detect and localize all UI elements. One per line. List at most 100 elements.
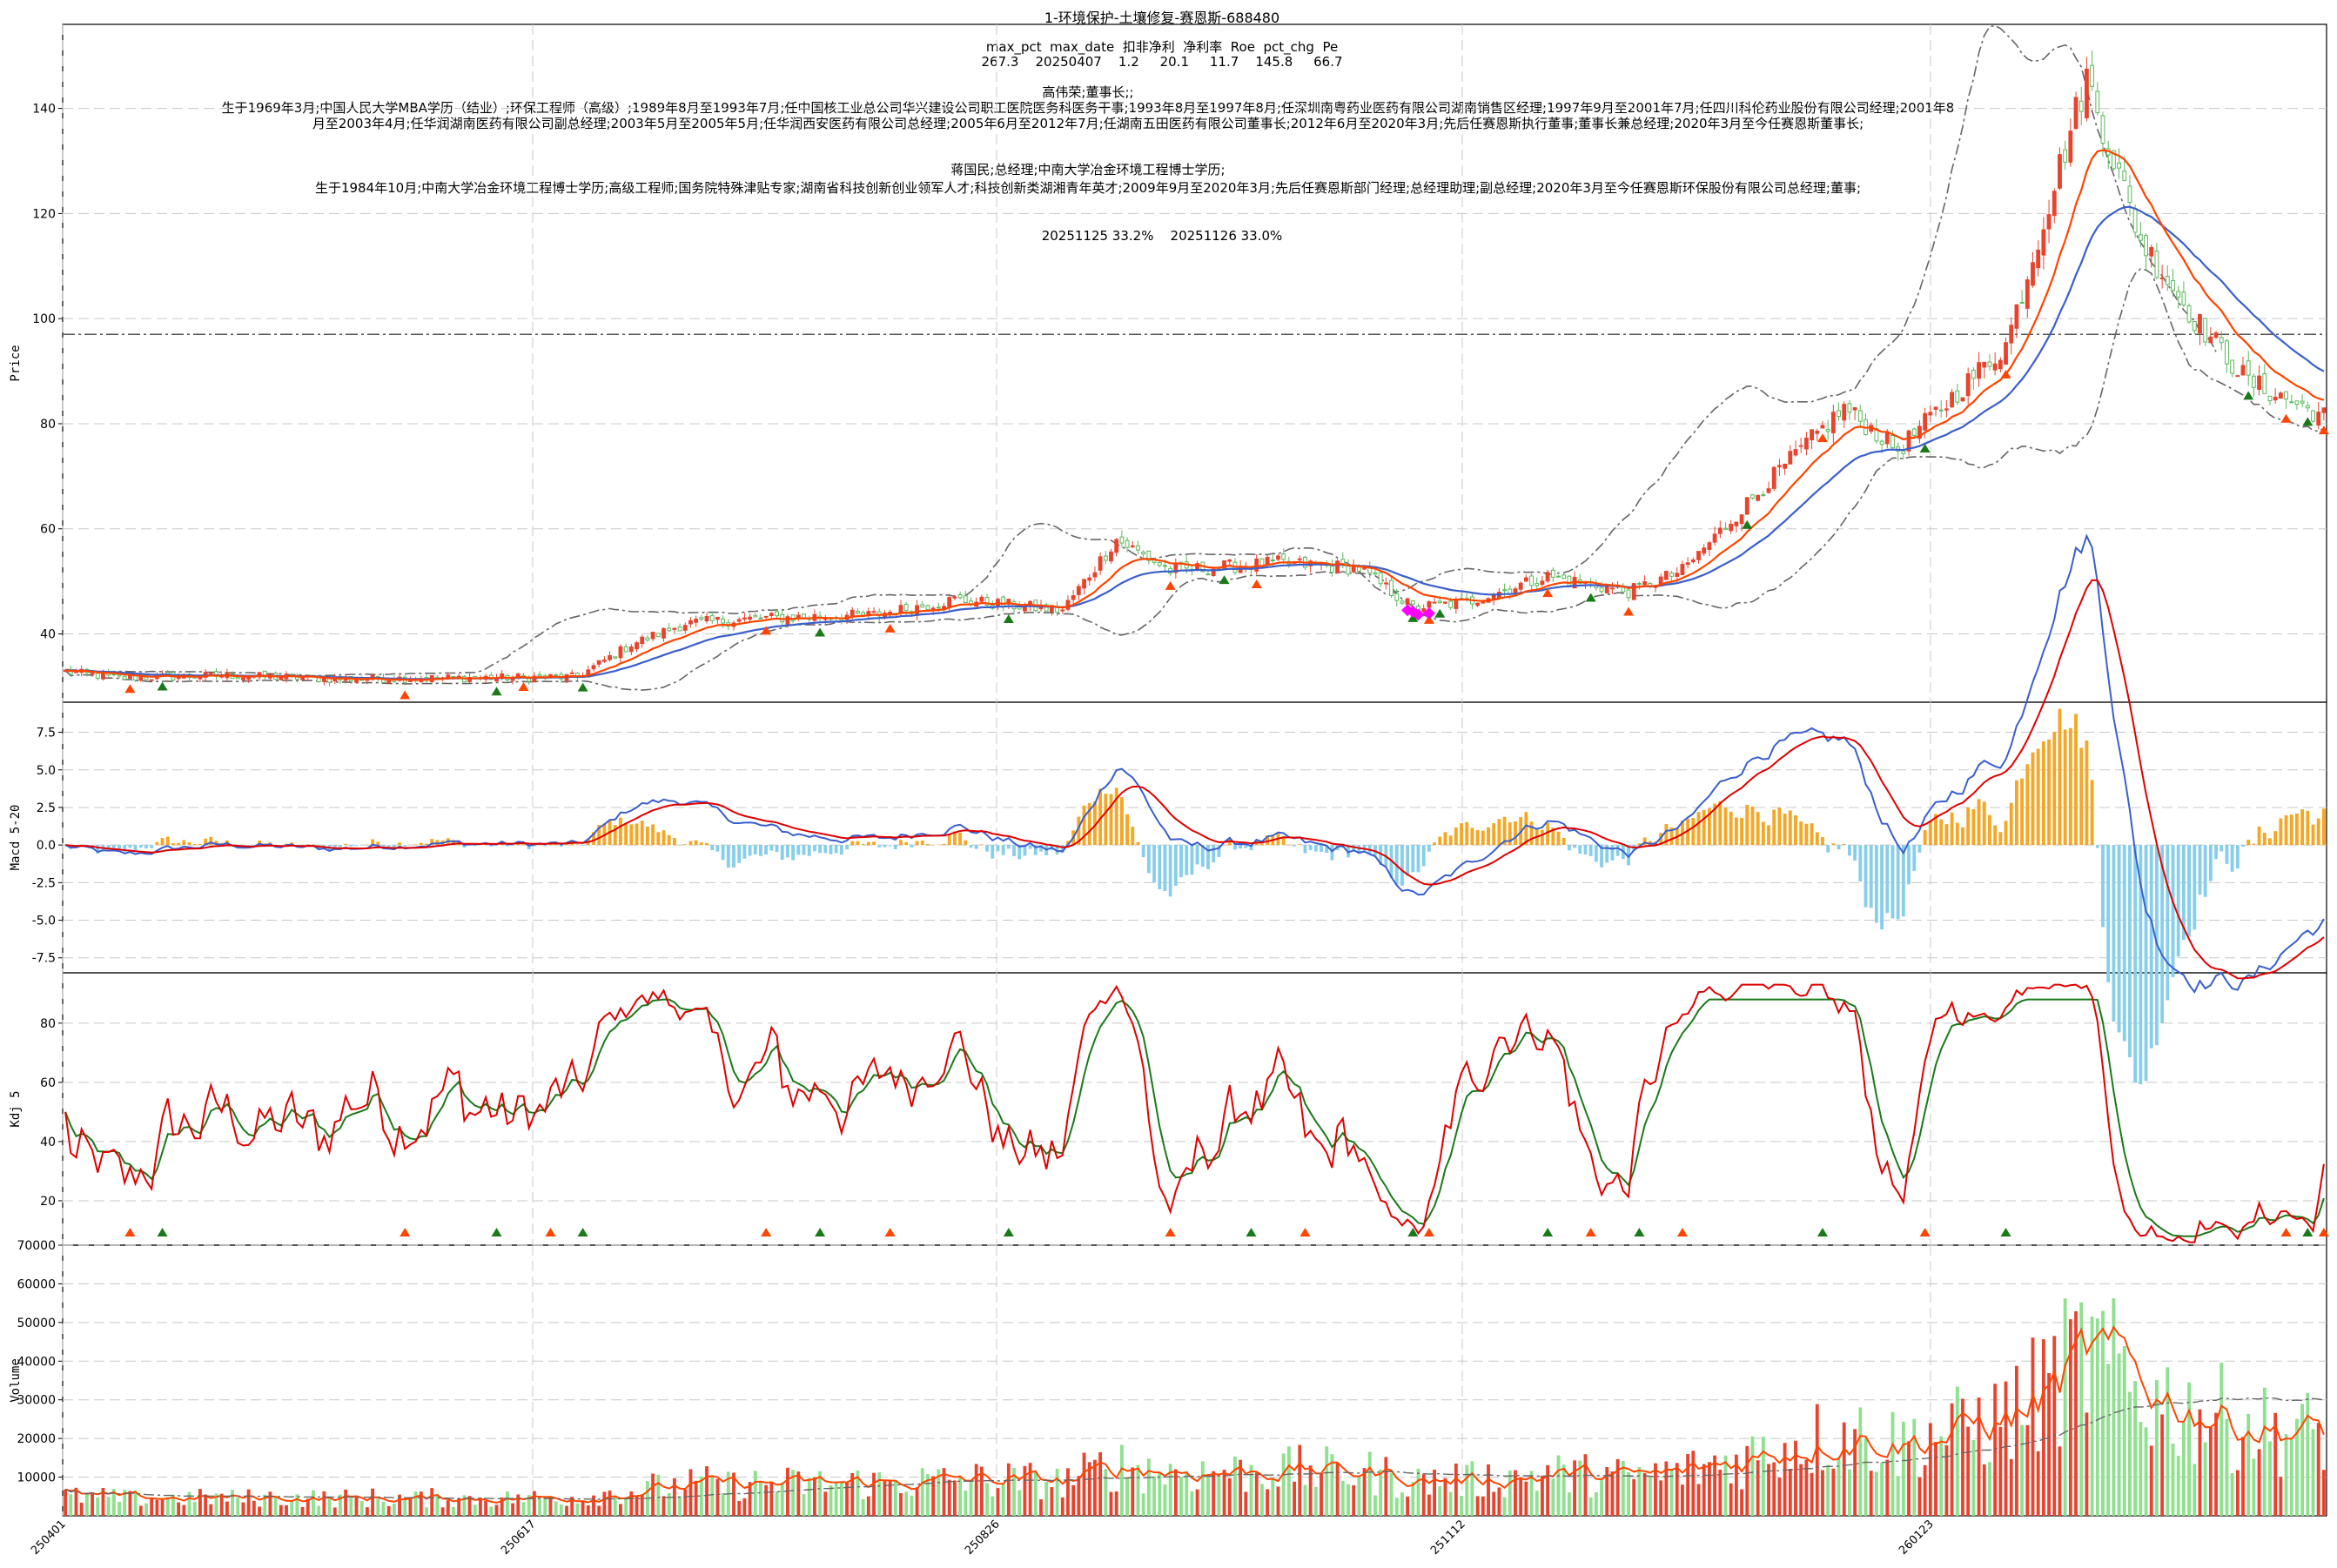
candle-body — [1076, 586, 1081, 595]
volume-bar — [1508, 1471, 1512, 1516]
macd-histogram-bar — [1896, 845, 1900, 920]
macd-histogram-bar — [1119, 797, 1124, 846]
volume-bar — [554, 1501, 558, 1516]
candle-body — [1400, 600, 1405, 604]
volume-bar — [1071, 1484, 1076, 1516]
signal-marker — [1219, 575, 1230, 585]
volume-bar — [2155, 1380, 2159, 1516]
macd-histogram-bar — [505, 845, 509, 847]
macd-histogram-bar — [2289, 814, 2293, 846]
volume-bar — [1600, 1480, 1603, 1516]
candle-body — [2058, 154, 2062, 189]
macd-histogram-bar — [160, 838, 165, 846]
macd-histogram-bar — [635, 823, 639, 846]
macd-histogram-bar — [1281, 836, 1286, 846]
macd-histogram-bar — [425, 843, 428, 846]
macd-histogram-bar — [2031, 752, 2035, 846]
macd-histogram-bar — [780, 845, 784, 861]
volume-bar — [904, 1491, 909, 1516]
macd-histogram-bar — [996, 845, 1000, 852]
volume-bar — [317, 1505, 321, 1516]
candle-body — [1276, 555, 1280, 560]
candle-body — [2171, 280, 2175, 291]
kdj-signal-marker — [400, 1228, 411, 1236]
volume-bar — [273, 1497, 278, 1516]
volume-bar — [1033, 1470, 1038, 1516]
macd-histogram-bar — [258, 841, 261, 846]
person-1-bio: 生于1969年3月;中国人民大学MBA学历（结业）;环保工程师（高级）;1989… — [221, 100, 1955, 131]
candle-body — [2132, 208, 2138, 233]
volume-bar — [861, 1498, 865, 1516]
volume-bar — [2063, 1298, 2067, 1516]
candle-body — [2084, 68, 2089, 118]
kdj-signal-marker — [2302, 1228, 2313, 1236]
chart-title: 1-环境保护-土壤修复-赛恩斯-688480 — [1044, 10, 1280, 26]
candle-body — [655, 633, 661, 638]
volume-bar — [1114, 1491, 1118, 1516]
macd-histogram-bar — [688, 841, 693, 846]
volume-bar — [457, 1498, 461, 1516]
candle-body — [1437, 600, 1442, 604]
volume-bar — [1470, 1461, 1474, 1516]
macd-histogram-bar — [1352, 845, 1356, 852]
candle-body — [2289, 401, 2294, 404]
candle-body — [1087, 577, 1092, 581]
volume-bar — [1266, 1489, 1270, 1516]
volume-bar — [1934, 1442, 1937, 1516]
candle-body — [2046, 214, 2052, 230]
volume-bar — [812, 1477, 816, 1516]
volume-bar — [106, 1497, 111, 1516]
macd-histogram-bar — [1955, 822, 1959, 846]
volume-bar — [2262, 1387, 2266, 1516]
candle-body — [613, 656, 618, 659]
candle-body — [1082, 579, 1086, 589]
volume-bar — [1654, 1463, 1657, 1516]
candle-body — [1642, 580, 1648, 586]
volume-bar — [290, 1501, 294, 1516]
volume-bar — [1335, 1462, 1340, 1516]
candle-body — [1879, 440, 1884, 446]
volume-bar — [138, 1505, 143, 1516]
candle-body — [903, 603, 909, 612]
candle-body — [1610, 587, 1615, 590]
volume-bar — [386, 1505, 391, 1516]
volume-bar — [2074, 1310, 2078, 1516]
macd-histogram-bar — [317, 845, 321, 850]
volume-bar — [1173, 1469, 1178, 1516]
signal-marker — [1542, 588, 1554, 598]
macd-histogram-bar — [699, 842, 703, 846]
macd-histogram-bar — [1874, 845, 1878, 923]
candle-body — [1211, 568, 1216, 577]
volume-bar — [1961, 1398, 1964, 1516]
macd-histogram-bar — [1826, 845, 1830, 853]
volume-bar — [1556, 1455, 1561, 1516]
volume-bar — [2316, 1423, 2320, 1516]
volume-bar — [1880, 1462, 1884, 1516]
candle-body — [1103, 555, 1108, 561]
volume-bar — [1982, 1464, 1986, 1516]
volume-bar — [2068, 1319, 2072, 1516]
volume-bar — [1492, 1491, 1496, 1516]
candle-body — [2186, 305, 2192, 323]
volume-bar — [359, 1501, 364, 1516]
candle-body — [1265, 557, 1270, 566]
macd-histogram-bar — [1239, 845, 1243, 849]
volume-ytick-label: 30000 — [17, 1394, 56, 1408]
macd-histogram-bar — [1831, 843, 1836, 846]
candle-body — [635, 642, 639, 650]
volume-bar — [1222, 1470, 1226, 1516]
volume-bar — [823, 1491, 828, 1516]
candle-body — [1513, 588, 1518, 593]
volume-bar — [74, 1487, 78, 1516]
volume-bar — [1152, 1476, 1156, 1516]
volume-bar — [1686, 1453, 1690, 1516]
macd-histogram-bar — [1907, 845, 1911, 885]
macd-histogram-bar — [1249, 845, 1253, 851]
candle-body — [1837, 410, 1841, 417]
macd-histogram-bar — [1152, 845, 1156, 883]
candle-body — [1739, 514, 1744, 525]
macd-histogram-bar — [592, 832, 595, 846]
candle-body — [1362, 567, 1367, 570]
volume-bar — [818, 1471, 823, 1516]
volume-bar — [171, 1495, 175, 1516]
